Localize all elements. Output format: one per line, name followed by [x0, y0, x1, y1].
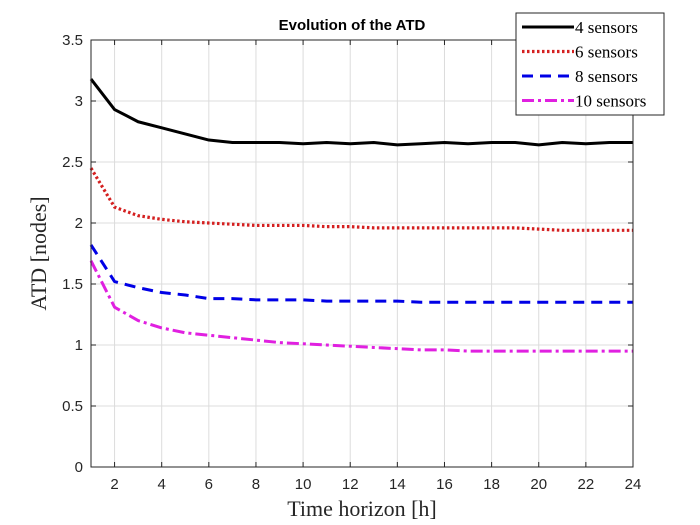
- y-tick-label: 3.5: [62, 32, 83, 49]
- x-tick-label: 24: [625, 476, 642, 493]
- x-tick-label: 14: [389, 476, 406, 493]
- x-tick-label: 8: [252, 476, 260, 493]
- series-line-4: [89, 260, 633, 353]
- x-axis-label: Time horizon [h]: [287, 496, 437, 521]
- x-tick-label: 4: [158, 476, 166, 493]
- plot-frame: [90, 39, 634, 468]
- y-tick-label: 1.5: [62, 276, 83, 293]
- legend-label-3: 8 sensors: [575, 67, 638, 86]
- y-tick-label: 2.5: [62, 154, 83, 171]
- x-tick-label: 2: [110, 476, 118, 493]
- legend-label-2: 6 sensors: [575, 43, 638, 62]
- x-tick-label: 6: [205, 476, 213, 493]
- x-tick-label: 20: [530, 476, 547, 493]
- y-axis-label: ATD [nodes]: [26, 196, 51, 310]
- series-lines: [89, 78, 633, 353]
- x-tick-label: 10: [295, 476, 312, 493]
- x-tick-label: 18: [483, 476, 500, 493]
- x-tick-label: 12: [342, 476, 359, 493]
- y-tick-label: 0: [75, 459, 83, 476]
- x-tick-label: 22: [578, 476, 595, 493]
- series-line-3: [89, 244, 633, 304]
- legend: 4 sensors 6 sensors 8 sensors 10 sensors: [515, 12, 665, 116]
- series-line-2: [89, 167, 633, 232]
- y-tick-label: 1: [75, 337, 83, 354]
- legend-box: [515, 12, 665, 116]
- x-tick-label: 16: [436, 476, 453, 493]
- legend-label-1: 4 sensors: [575, 18, 638, 37]
- series-line-1: [89, 78, 633, 147]
- chart-title: Evolution of the ATD: [279, 17, 426, 34]
- legend-label-4: 10 sensors: [575, 92, 646, 111]
- y-tick-label: 0.5: [62, 398, 83, 415]
- y-tick-label: 3: [75, 93, 83, 110]
- y-tick-label: 2: [75, 215, 83, 232]
